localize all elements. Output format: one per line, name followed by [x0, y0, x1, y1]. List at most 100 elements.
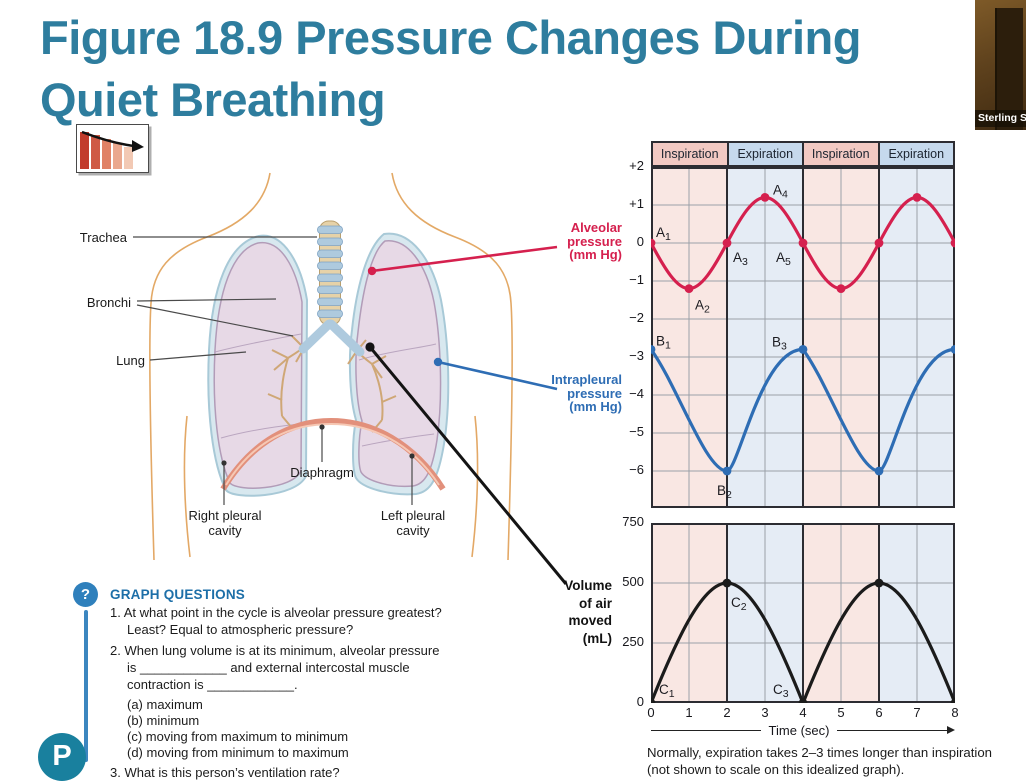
alveolar-pressure-label: Alveolar pressure (mm Hg): [490, 221, 622, 262]
axis-tick: −6: [629, 462, 644, 477]
time-axis-label: Time (sec): [768, 722, 830, 738]
participant-name: Sterling S: [975, 110, 1026, 127]
right-pleural-cavity-label: Right pleural cavity: [164, 508, 286, 538]
volume-label-line2: of air: [578, 595, 612, 611]
volume-chart: C1 C2 C3: [651, 523, 955, 703]
question-1-line2: Least? Equal to atmospheric pressure?: [127, 622, 354, 637]
plot-border: [651, 167, 955, 508]
data-point: [651, 238, 656, 248]
phase-header-row: Inspiration Expiration Inspiration Expir…: [651, 141, 955, 167]
axis-tick: 6: [875, 705, 883, 720]
slide-title-line2: Quiet Breathing: [40, 73, 386, 126]
alveolar-label-line2: pressure: [567, 233, 622, 249]
data-point: [874, 466, 884, 476]
question-3: 3. What is this person’s ventilation rat…: [110, 765, 340, 780]
data-point: [651, 698, 656, 703]
video-background: [995, 8, 1023, 130]
decreasing-bar-chart-icon: [76, 124, 149, 173]
axis-tick: 8: [951, 705, 959, 720]
question-2-option-b: (b) minimum: [127, 713, 200, 728]
right-pleural-line2: cavity: [208, 523, 242, 538]
data-point: [836, 284, 846, 293]
phase-inspiration-2: Inspiration: [802, 143, 878, 165]
video-thumbnail[interactable]: Sterling S: [975, 0, 1026, 130]
time-axis: Time (sec): [651, 722, 955, 738]
data-point: [722, 578, 732, 588]
axis-tick: 5: [837, 705, 845, 720]
axis-tick: +1: [629, 196, 644, 211]
time-axis-line-right: [837, 729, 947, 731]
data-point: [950, 238, 955, 248]
diaphragm-label: Diaphragm: [290, 465, 354, 480]
question-section-line: [84, 610, 88, 762]
axis-tick: −2: [629, 310, 644, 325]
question-2-line1: 2. When lung volume is at its minimum, a…: [110, 643, 440, 658]
right-pleural-line1: Right pleural: [188, 508, 262, 523]
point-label: A1: [656, 225, 671, 243]
graph-caption: Normally, expiration takes 2–3 times lon…: [647, 745, 992, 777]
point-label: C1: [659, 682, 675, 700]
slide-title-line1: Figure 18.9 Pressure Changes During: [40, 11, 861, 64]
data-point: [722, 238, 732, 248]
question-2-line2: is ____________ and external intercostal…: [127, 660, 410, 675]
alveolar-label-line1: Alveolar: [570, 220, 622, 235]
lung-shapes: [213, 240, 442, 489]
axis-tick: −1: [629, 272, 644, 287]
data-point: [798, 345, 808, 354]
data-point: [950, 698, 955, 703]
pearson-logo: P: [38, 733, 86, 781]
intrapleural-pressure-label: Intrapleural pressure (mm Hg): [490, 373, 622, 414]
question-2-option-c: (c) moving from maximum to minimum: [127, 729, 349, 744]
axis-tick: +2: [629, 158, 644, 173]
data-point: [760, 193, 770, 202]
time-axis-line-left: [651, 729, 761, 731]
volume_of_air_moved-curve: [651, 581, 955, 703]
axis-tick: 4: [799, 705, 807, 720]
question-2-line3: contraction is ____________.: [127, 677, 298, 692]
phase-expiration-1: Expiration: [726, 143, 802, 165]
body-outline-icon: [148, 172, 514, 561]
volume-callout-dot: [365, 342, 375, 352]
left-pleural-cavity-label: Left pleural cavity: [352, 508, 474, 538]
volume-label-line4: (mL): [582, 630, 612, 646]
trachea-label: Trachea: [79, 230, 127, 245]
question-1-line1: 1. At what point in the cycle is alveola…: [110, 605, 442, 620]
axis-tick: 750: [622, 514, 644, 529]
trachea-shape: [298, 220, 365, 357]
point-label: C3: [773, 682, 789, 700]
question-2-option-a: (a) maximum: [127, 697, 203, 712]
intrapleural-label-line2: pressure: [567, 385, 622, 401]
point-label: B3: [772, 334, 787, 352]
point-label: A3: [733, 250, 748, 268]
pleura-shapes: [207, 232, 450, 497]
data-point: [912, 193, 922, 202]
bronchi-label: Bronchi: [86, 295, 131, 310]
point-label: A5: [776, 250, 791, 268]
alveolar-callout-dot: [367, 266, 377, 276]
left-pleural-line1: Left pleural: [380, 508, 446, 523]
time-axis-arrow-icon: [947, 726, 955, 734]
volume-axis-label: Volume of air moved (mL): [478, 577, 612, 647]
axis-tick: 7: [913, 705, 921, 720]
axis-tick: 500: [622, 574, 644, 589]
pressure-chart: A1 A2 A3 A4 A5 B1 B2 B3: [651, 167, 955, 508]
data-point: [874, 578, 884, 588]
data-point: [722, 466, 732, 476]
axis-tick: 2: [723, 705, 731, 720]
axis-tick: −3: [629, 348, 644, 363]
alveolar-label-line3: (mm Hg): [569, 247, 622, 262]
pointer-dots: [221, 424, 415, 466]
intrapleural-label-line1: Intrapleural: [551, 372, 622, 387]
question-2-option-d: (d) moving from minimum to maximum: [127, 745, 349, 760]
intrapleural-callout-dot: [433, 357, 443, 367]
axis-tick: 0: [647, 705, 655, 720]
axis-tick: 1: [685, 705, 693, 720]
data-point: [950, 345, 955, 354]
point-label: A2: [695, 298, 710, 316]
axis-tick: −4: [629, 386, 644, 401]
phase-inspiration-1: Inspiration: [653, 143, 727, 165]
volume-label-line1: Volume: [564, 578, 612, 593]
data-point: [684, 284, 694, 293]
point-label: A4: [773, 182, 788, 200]
